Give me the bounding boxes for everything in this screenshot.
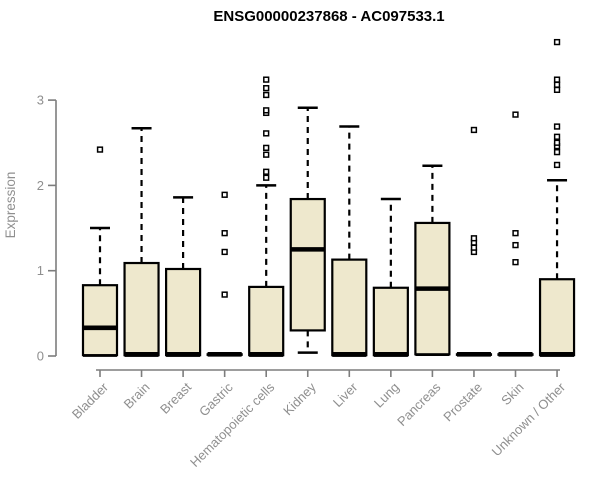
iqr-box xyxy=(165,267,202,357)
outlier-point xyxy=(263,107,270,114)
box-group-prostate xyxy=(455,126,493,357)
box-group-unknown-other xyxy=(538,38,576,357)
iqr-box xyxy=(538,278,576,357)
outlier-point xyxy=(470,126,478,134)
outlier-point xyxy=(553,86,561,94)
y-axis-tick-label: 2 xyxy=(37,178,44,193)
outlier-point xyxy=(553,123,561,130)
iqr-box xyxy=(123,261,160,357)
x-axis-label-kidney: Kidney xyxy=(280,379,319,418)
box-group-pancreas xyxy=(414,164,451,357)
outlier-point xyxy=(221,191,228,198)
outlier-point xyxy=(263,174,270,181)
outlier-point xyxy=(512,241,519,249)
x-axis-label-brain: Brain xyxy=(121,380,153,412)
outlier-point xyxy=(96,146,104,153)
chart-title: ENSG00000237868 - AC097533.1 xyxy=(213,8,444,25)
outlier-point xyxy=(470,235,478,242)
box-group-kidney xyxy=(289,106,326,354)
iqr-box xyxy=(372,286,409,357)
outlier-point xyxy=(221,230,228,237)
outlier-point xyxy=(553,139,561,146)
box-group-hematopoietic-cells xyxy=(248,76,285,357)
outlier-point xyxy=(263,76,270,83)
outlier-point xyxy=(263,168,270,175)
outlier-point xyxy=(263,144,270,152)
outlier-point xyxy=(553,76,561,83)
outlier-point xyxy=(263,151,270,158)
iqr-box xyxy=(331,258,368,357)
box-group-breast xyxy=(165,196,202,357)
box-group-brain xyxy=(123,126,160,357)
x-axis-label-bladder: Bladder xyxy=(69,379,112,422)
outlier-point xyxy=(263,130,270,137)
box-group-bladder xyxy=(81,146,119,357)
outlier-point xyxy=(263,91,270,99)
outlier-point xyxy=(553,148,561,156)
x-axis-label-lung: Lung xyxy=(371,380,402,411)
iqr-box xyxy=(248,285,285,357)
outlier-point xyxy=(553,38,561,46)
y-axis-tick-label: 1 xyxy=(37,263,44,278)
y-axis-title: Expression xyxy=(3,172,18,239)
x-axis-label-liver: Liver xyxy=(330,379,361,410)
outlier-point xyxy=(553,133,561,140)
box-group-skin xyxy=(497,111,534,357)
x-axis-label-gastric: Gastric xyxy=(196,379,236,419)
x-axis-label-skin: Skin xyxy=(498,380,526,408)
iqr-box xyxy=(289,197,326,332)
y-axis-tick-label: 3 xyxy=(37,93,44,108)
outlier-point xyxy=(470,244,478,251)
y-axis-tick-label: 0 xyxy=(37,349,44,364)
box-group-gastric xyxy=(206,191,243,357)
x-axis-label-prostate: Prostate xyxy=(440,380,485,425)
outlier-point xyxy=(221,248,228,256)
outlier-point xyxy=(263,85,270,92)
outlier-point xyxy=(553,81,561,88)
boxes xyxy=(81,38,576,357)
outlier-point xyxy=(553,161,561,169)
iqr-box xyxy=(81,284,119,357)
outlier-point xyxy=(221,291,228,298)
x-axis-label-breast: Breast xyxy=(157,379,194,416)
outlier-point xyxy=(512,111,519,118)
x-axis-label-pancreas: Pancreas xyxy=(394,379,444,429)
box-group-lung xyxy=(372,197,409,357)
box-group-liver xyxy=(331,125,368,357)
outlier-point xyxy=(512,259,519,266)
x-axis-label-unknown-other: Unknown / Other xyxy=(489,379,569,459)
outlier-point xyxy=(512,230,519,237)
